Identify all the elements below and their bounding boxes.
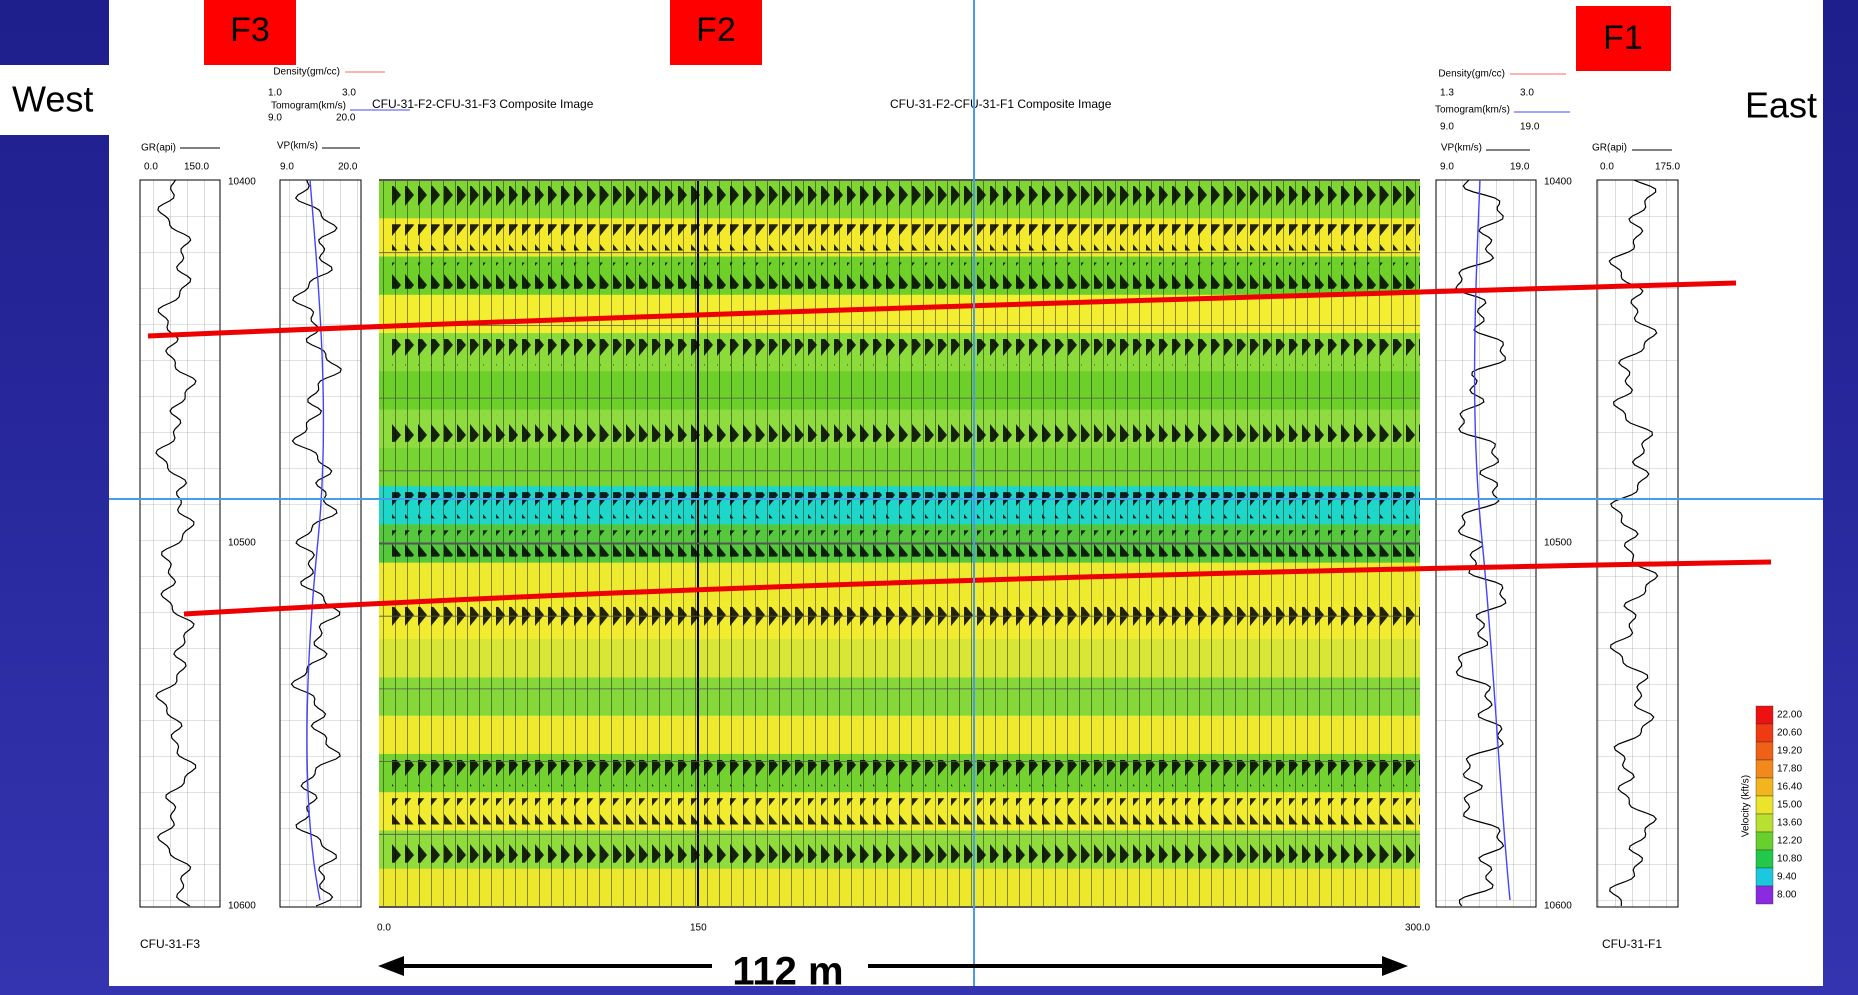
colorbar-swatch xyxy=(1756,796,1773,814)
log-header: Density(gm/cc) xyxy=(1438,69,1505,80)
log-header: 175.0 xyxy=(1655,162,1680,173)
colorbar-label: 17.80 xyxy=(1777,764,1802,775)
image-title: CFU-31-F2-CFU-31-F1 Composite Image xyxy=(890,97,1112,111)
colorbar-swatch xyxy=(1756,850,1773,868)
track-frame xyxy=(280,180,361,907)
colorbar-title: Velocity (kft/s) xyxy=(1741,775,1752,837)
log-header: 3.0 xyxy=(342,88,356,99)
depth-label: 10400 xyxy=(1544,177,1572,188)
log-header: 0.0 xyxy=(1600,162,1614,173)
well-name: CFU-31-F3 xyxy=(140,937,200,951)
side-label: West xyxy=(12,79,93,120)
image-title: CFU-31-F2-CFU-31-F3 Composite Image xyxy=(372,97,594,111)
colorbar-swatch xyxy=(1756,778,1773,796)
colorbar-swatch xyxy=(1756,814,1773,832)
colorbar-label: 13.60 xyxy=(1777,818,1802,829)
colorbar-swatch xyxy=(1756,832,1773,850)
log-header: 1.3 xyxy=(1440,88,1454,99)
colorbar-label: 15.00 xyxy=(1777,800,1802,811)
well-label: F3 xyxy=(230,11,270,49)
distance-tick: 150 xyxy=(690,923,707,934)
well-name: CFU-31-F1 xyxy=(1602,937,1662,951)
log-header: 9.0 xyxy=(280,162,294,173)
colorbar-swatch xyxy=(1756,886,1773,904)
log-header: VP(km/s) xyxy=(277,141,318,152)
depth-label: 10500 xyxy=(228,538,256,549)
distance-tick: 300.0 xyxy=(1405,923,1430,934)
log-header: Tomogram(km/s) xyxy=(271,101,346,112)
log-header: 9.0 xyxy=(1440,122,1454,133)
colorbar-swatch xyxy=(1756,760,1773,778)
slide: F3 F2 F1 West East CFU-31-F2-CFU-31-F3 C… xyxy=(0,0,1858,995)
distance-label: 112 m xyxy=(732,950,843,994)
depth-label: 10400 xyxy=(228,177,256,188)
log-header: 1.0 xyxy=(268,88,282,99)
colorbar-swatch xyxy=(1756,724,1773,742)
well-label: F2 xyxy=(696,11,736,49)
colorbar-label: 12.20 xyxy=(1777,836,1802,847)
log-header: 20.0 xyxy=(336,113,356,124)
depth-label: 10600 xyxy=(228,901,256,912)
colorbar-swatch xyxy=(1756,706,1773,724)
log-header: 19.0 xyxy=(1520,122,1540,133)
log-header: 150.0 xyxy=(184,162,209,173)
colorbar-swatch xyxy=(1756,868,1773,886)
colorbar-label: 19.20 xyxy=(1777,746,1802,757)
colorbar-label: 9.40 xyxy=(1777,872,1797,883)
colorbar-label: 10.80 xyxy=(1777,854,1802,865)
log-header: 19.0 xyxy=(1510,162,1530,173)
log-header: Density(gm/cc) xyxy=(273,67,340,78)
track-frame xyxy=(140,180,220,907)
colorbar-label: 8.00 xyxy=(1777,890,1797,901)
colorbar: 22.00 20.60 19.20 17.80 16.40 15.00 13.60 12.20… xyxy=(1756,706,1802,904)
log-header: VP(km/s) xyxy=(1441,143,1482,154)
distance-tick: 0.0 xyxy=(377,923,391,934)
well-label: F1 xyxy=(1603,19,1643,57)
log-header: 9.0 xyxy=(1440,162,1454,173)
side-label: East xyxy=(1745,85,1817,126)
log-header: Tomogram(km/s) xyxy=(1435,105,1510,116)
log-header: GR(api) xyxy=(141,143,176,154)
colorbar-label: 16.40 xyxy=(1777,782,1802,793)
depth-label: 10500 xyxy=(1544,538,1572,549)
colorbar-label: 20.60 xyxy=(1777,728,1802,739)
log-header: 20.0 xyxy=(338,162,358,173)
depth-label: 10600 xyxy=(1544,901,1572,912)
log-header: 0.0 xyxy=(144,162,158,173)
log-header: GR(api) xyxy=(1592,143,1627,154)
seismic-image xyxy=(379,180,1420,908)
colorbar-swatch xyxy=(1756,742,1773,760)
colorbar-label: 22.00 xyxy=(1777,710,1802,721)
log-header: 3.0 xyxy=(1520,88,1534,99)
log-header: 9.0 xyxy=(268,113,282,124)
